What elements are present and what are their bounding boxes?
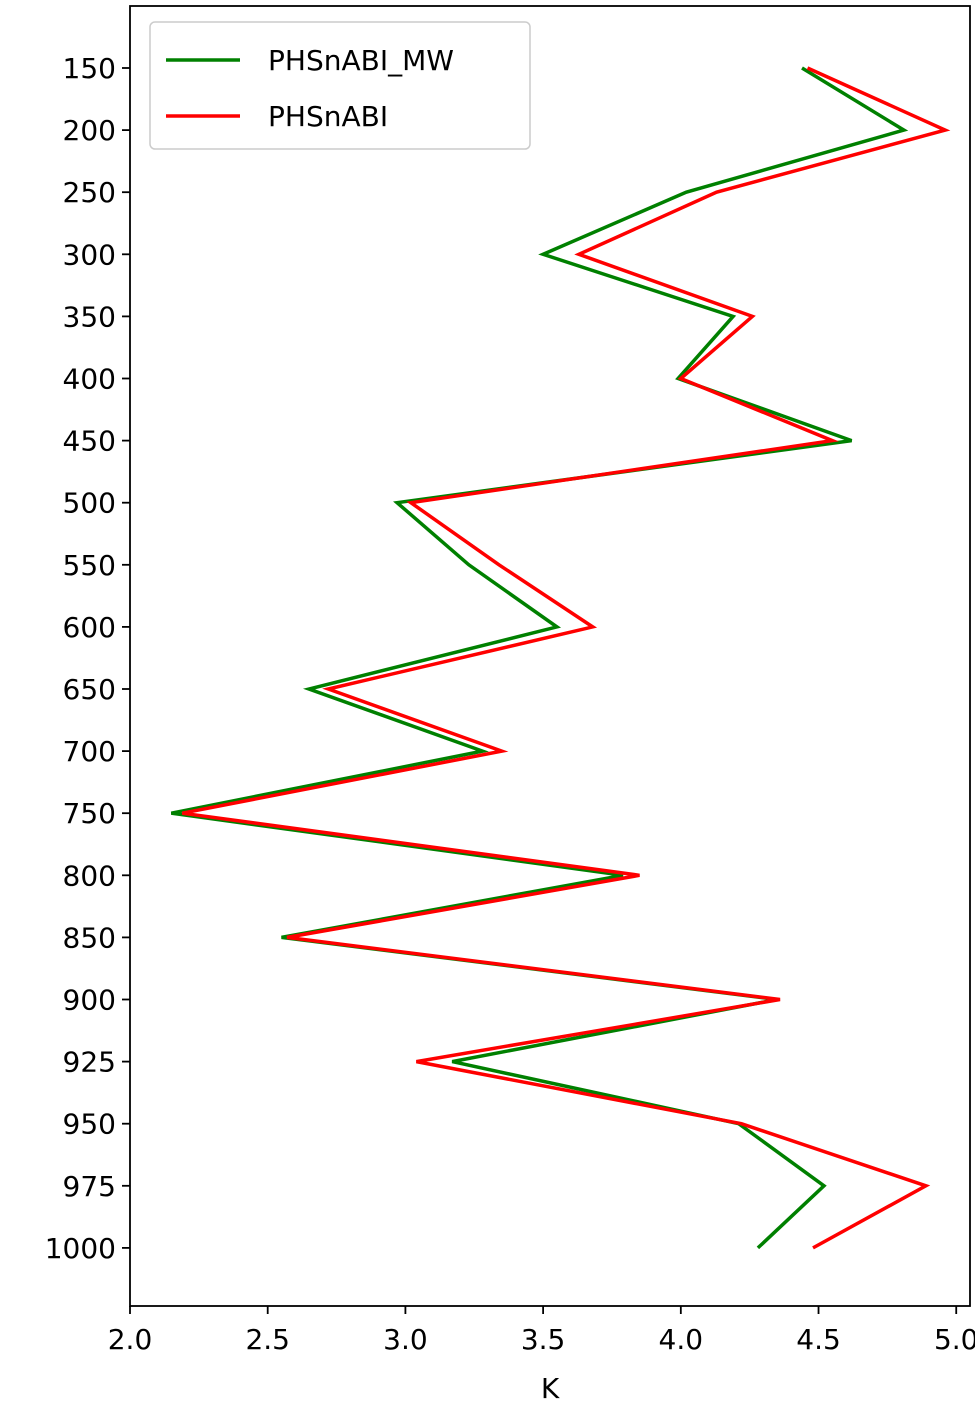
y-tick-label: 150 — [63, 52, 116, 85]
y-tick-label: 750 — [63, 797, 116, 830]
x-tick-label: 4.5 — [796, 1323, 841, 1356]
x-tick-label: 3.5 — [521, 1323, 566, 1356]
y-tick-label: 700 — [63, 735, 116, 768]
x-tick-label: 4.0 — [659, 1323, 704, 1356]
y-tick-label: 850 — [63, 921, 116, 954]
y-tick-label: 900 — [63, 984, 116, 1017]
series-line-1 — [170, 66, 909, 1250]
y-tick-label: 400 — [63, 363, 116, 396]
legend-label-2: PHSnABI — [268, 100, 388, 133]
y-tick-label: 1000 — [45, 1232, 116, 1265]
x-tick-label: 2.0 — [108, 1323, 153, 1356]
y-tick-label: 550 — [63, 549, 116, 582]
y-tick-label: 450 — [63, 425, 116, 458]
x-axis-label: K — [541, 1372, 560, 1405]
y-tick-label: 350 — [63, 300, 116, 333]
lines-layer — [170, 66, 951, 1250]
x-tick-label: 2.5 — [245, 1323, 290, 1356]
legend: PHSnABI_MW PHSnABI — [149, 21, 531, 150]
x-tick-label: 3.0 — [383, 1323, 428, 1356]
legend-label-1: PHSnABI_MW — [268, 44, 454, 77]
y-tick-label: 975 — [63, 1170, 116, 1203]
y-tick-label: 600 — [63, 611, 116, 644]
y-tick-label: 650 — [63, 673, 116, 706]
series-line-2 — [181, 66, 951, 1250]
y-tick-label: 300 — [63, 238, 116, 271]
plot-frame — [129, 5, 971, 1307]
x-tick-label: 5.0 — [934, 1323, 975, 1356]
legend-box — [149, 21, 531, 150]
y-tick-label: 950 — [63, 1108, 116, 1141]
y-tick-label: 500 — [63, 487, 116, 520]
y-tick-label: 250 — [63, 176, 116, 209]
y-tick-label: 800 — [63, 859, 116, 892]
y-tick-label: 200 — [63, 114, 116, 147]
axes-layer: 150 200 250 300 350 400 450 500 550 600 650 700 750 8… — [45, 5, 975, 1356]
y-tick-label: 925 — [63, 1046, 116, 1079]
